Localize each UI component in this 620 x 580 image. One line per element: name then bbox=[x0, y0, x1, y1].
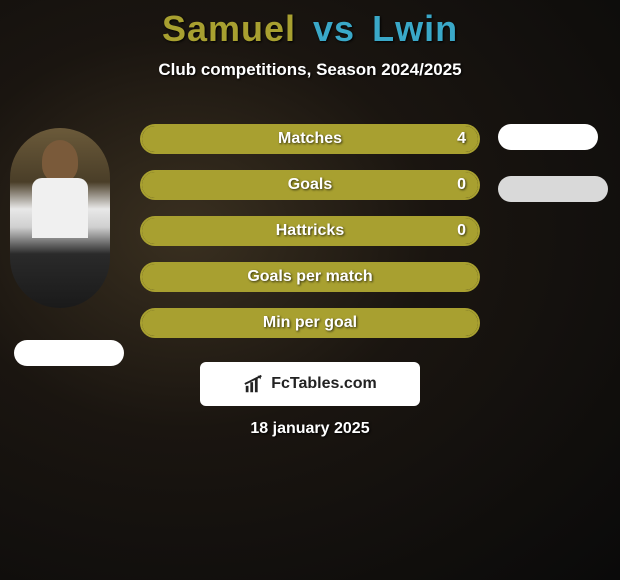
stat-row: Hattricks 0 bbox=[140, 216, 480, 246]
subtitle: Club competitions, Season 2024/2025 bbox=[0, 60, 620, 80]
stat-row: Goals per match bbox=[140, 262, 480, 292]
stat-row: Min per goal bbox=[140, 308, 480, 338]
stat-value-right: 4 bbox=[457, 130, 466, 148]
stat-label: Goals per match bbox=[247, 268, 372, 286]
stat-label: Min per goal bbox=[263, 314, 357, 332]
content: Samuel vs Lwin Club competitions, Season… bbox=[0, 0, 620, 80]
stat-row: Matches 4 bbox=[140, 124, 480, 154]
date: 18 january 2025 bbox=[0, 420, 620, 438]
stats-rows: Matches 4 Goals 0 Hattricks 0 Goals per match M… bbox=[140, 124, 480, 354]
stat-value-right: 0 bbox=[457, 176, 466, 194]
stat-row: Goals 0 bbox=[140, 170, 480, 200]
stat-label: Hattricks bbox=[276, 222, 344, 240]
player1-avatar bbox=[10, 128, 110, 308]
player1-silhouette bbox=[10, 128, 110, 308]
title-vs: vs bbox=[313, 8, 355, 49]
player2-name-pill-2 bbox=[498, 176, 608, 202]
stat-value-right: 0 bbox=[457, 222, 466, 240]
chart-icon bbox=[243, 373, 265, 395]
title-player1: Samuel bbox=[162, 8, 296, 49]
player2-name-pill-1 bbox=[498, 124, 598, 150]
stat-label: Matches bbox=[278, 130, 342, 148]
stat-label: Goals bbox=[288, 176, 332, 194]
footer-brand-text: FcTables.com bbox=[271, 375, 377, 393]
title-player2: Lwin bbox=[372, 8, 458, 49]
title: Samuel vs Lwin bbox=[0, 8, 620, 50]
player1-name-pill bbox=[14, 340, 124, 366]
footer-brand[interactable]: FcTables.com bbox=[200, 362, 420, 406]
